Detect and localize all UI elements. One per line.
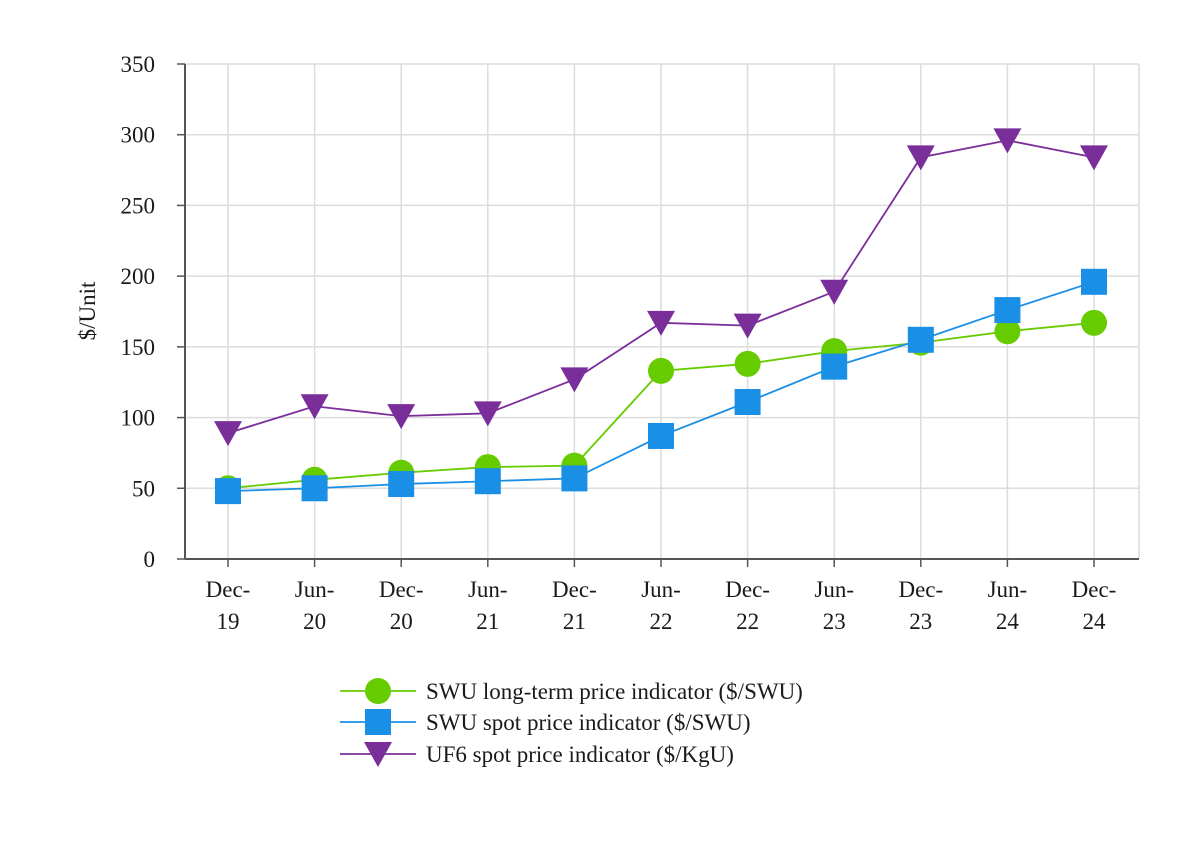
swu-spot-point [821,353,848,380]
swu-long-term-point [1081,309,1107,336]
x-tick-label-line1: Dec- [206,577,251,602]
uf6-spot-point [387,404,416,430]
swu-long-term-point [994,318,1021,345]
swu-spot-point [734,389,761,416]
x-tick-label-line2: 23 [909,609,932,634]
x-tick-label-line2: 20 [390,609,413,634]
x-tick-label-line1: Jun- [468,577,508,602]
x-tick-label-line1: Dec- [379,577,424,602]
y-tick-label: 150 [121,335,156,360]
uf6-spot-point [214,421,242,447]
uf6-spot-point [993,128,1022,154]
x-tick-label-line2: 22 [736,609,759,634]
uf6-spot-point [733,313,762,339]
x-tick-label-line1: Jun- [814,577,854,602]
x-tick-label-line2: 23 [823,609,846,634]
y-tick-label: 50 [132,476,155,501]
swu-long-term-point [648,357,674,384]
legend-swu-long-term-label: SWU long-term price indicator ($/SWU) [426,679,803,704]
axes [184,64,1139,560]
swu-spot-point [994,297,1021,324]
y-axis-label: $/Unit [75,281,100,340]
x-tick-label-line2: 24 [1083,609,1107,634]
x-tick-label-line1: Jun- [641,577,681,602]
y-tick-label: 0 [144,547,156,572]
swu-spot-point [474,468,501,495]
x-tick-label-line1: Dec- [1072,577,1117,602]
swu-spot-point [1081,268,1107,295]
x-tick-label-line2: 22 [650,609,673,634]
x-tick-label-line1: Dec- [552,577,597,602]
x-tick-label-line1: Jun- [988,577,1028,602]
y-tick-label: 350 [121,52,156,77]
y-axis-ticks: 0 50 100 150 200 250 300 350 [121,52,185,572]
x-tick-label-line1: Dec- [898,577,943,602]
x-tick-label-line2: 20 [303,609,326,634]
swu-spot-point [388,471,415,498]
x-tick-label-line1: Dec- [725,577,770,602]
swu-spot-point [648,422,674,449]
swu-spot-point [907,326,934,353]
legend-swu-spot-marker [365,709,391,735]
x-tick-label-line2: 21 [476,609,499,634]
uf6-spot-point [473,401,502,427]
legend: SWU long-term price indicator ($/SWU) SWU… [340,678,803,767]
uf6-spot-point [300,394,329,420]
x-tick-label-line2: 21 [563,609,586,634]
series-markers [214,128,1108,505]
swu-spot-point [561,465,588,492]
swu-long-term-point [734,350,761,377]
legend-uf6-spot-label: UF6 spot price indicator ($/KgU) [426,742,734,767]
legend-swu-spot-label: SWU spot price indicator ($/SWU) [426,710,750,735]
x-axis-ticks: Dec- 19 Jun- 20 Dec- 20 Jun- 21 Dec- 21 Jun- 22 Dec-… [206,559,1117,634]
y-tick-label: 200 [121,264,156,289]
y-tick-label: 300 [121,123,156,148]
legend-swu-long-term-marker [365,678,391,704]
uf6-spot-point [906,145,935,171]
x-tick-label-line2: 24 [996,609,1020,634]
uf6-spot-point [820,279,849,305]
swu-spot-point [215,478,241,505]
uf6-spot-point [560,367,589,393]
y-tick-label: 100 [121,406,156,431]
x-tick-label-line2: 19 [217,609,240,634]
legend-uf6-spot-marker [364,742,392,767]
uf6-spot-point [1080,145,1108,171]
uf6-spot-point [647,310,675,336]
y-tick-label: 250 [121,193,156,218]
swu-spot-point [301,475,328,502]
series-layer [214,128,1108,505]
x-tick-label-line1: Jun- [295,577,335,602]
